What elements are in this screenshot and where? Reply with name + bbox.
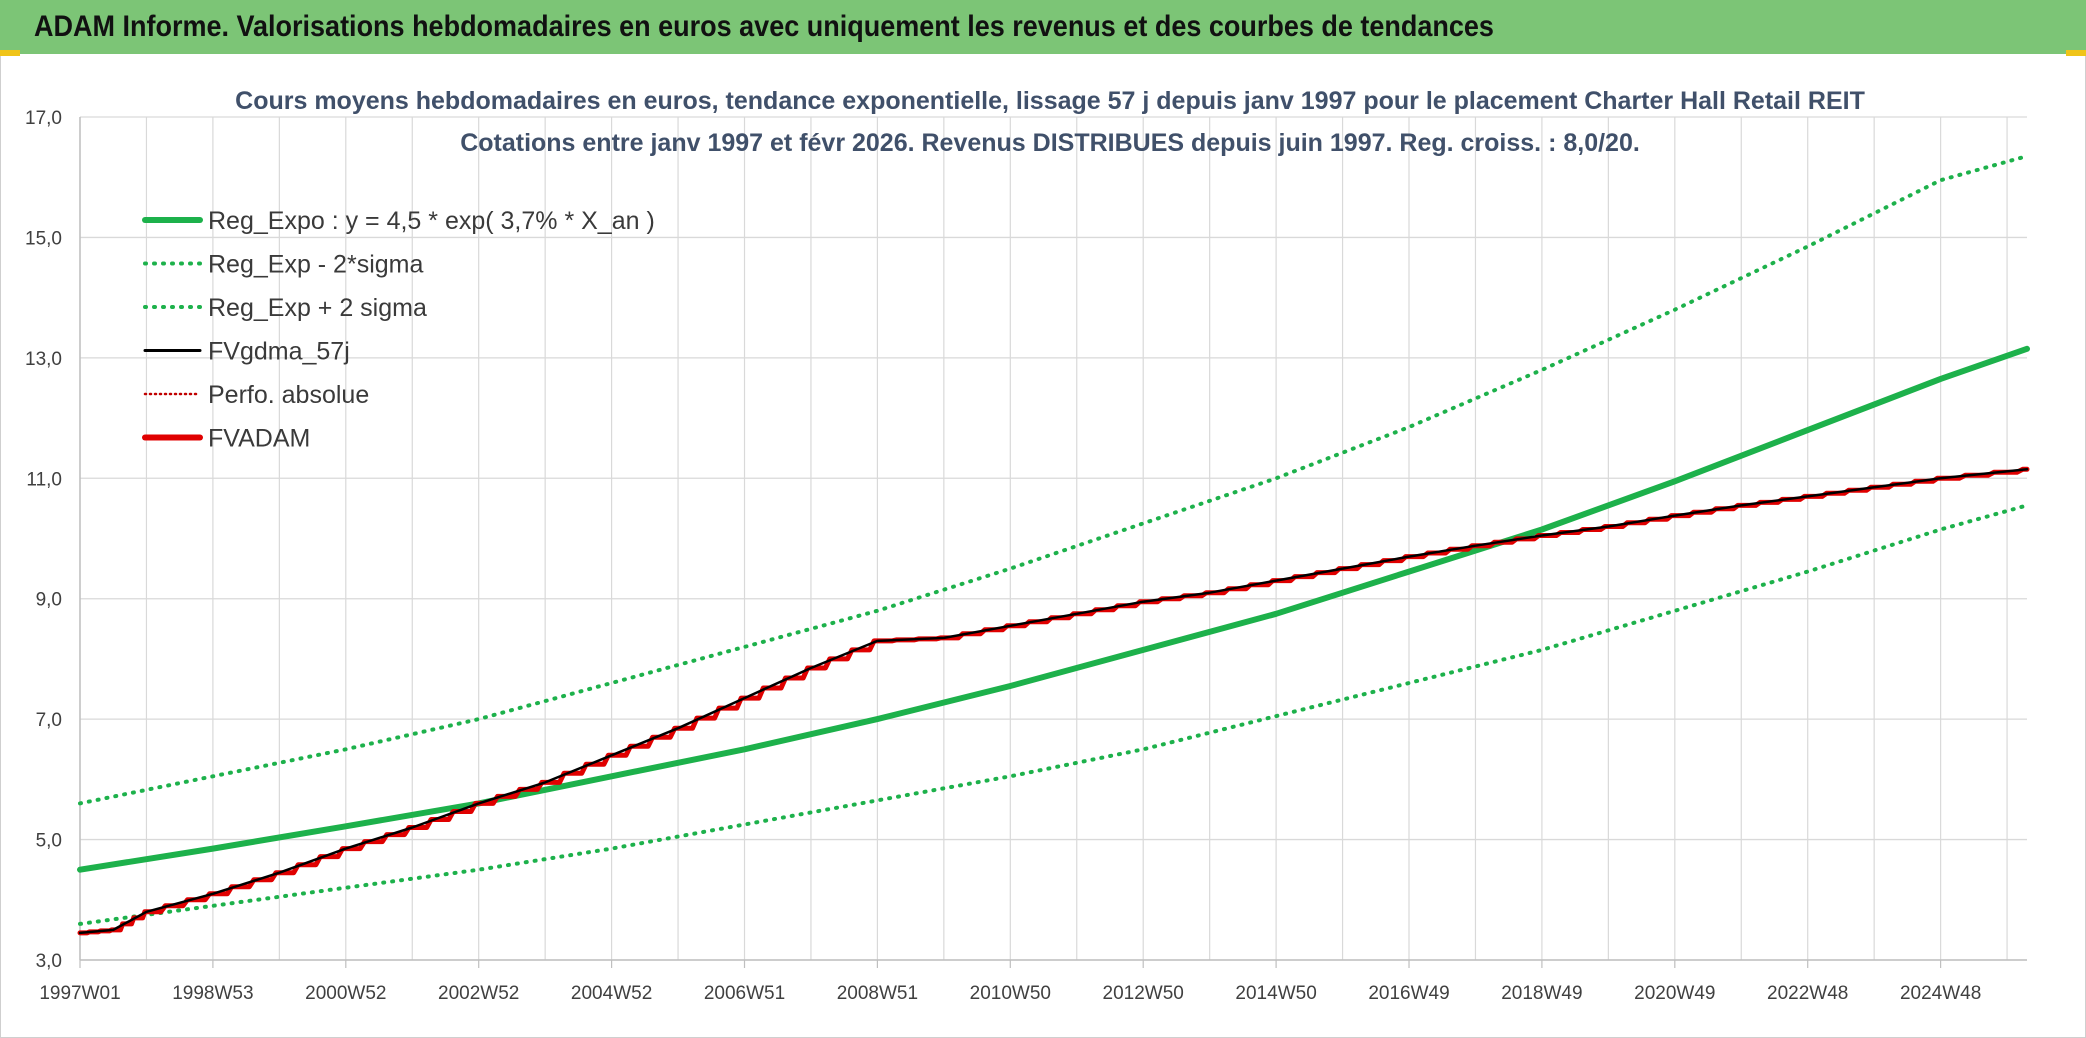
chart-subtitle: Cotations entre janv 1997 et févr 2026. … bbox=[460, 129, 1640, 157]
corner-accent-right bbox=[2066, 50, 2086, 56]
y-tick-label: 7,0 bbox=[36, 710, 62, 731]
x-tick-label: 2024W48 bbox=[1900, 983, 1981, 1004]
series-line-0 bbox=[77, 345, 2030, 873]
x-tick-label: 2008W51 bbox=[837, 983, 918, 1004]
corner-accent-left bbox=[0, 50, 20, 56]
x-tick-label: 2014W50 bbox=[1235, 983, 1316, 1004]
x-tick-label: 2010W50 bbox=[970, 983, 1051, 1004]
y-tick-label: 5,0 bbox=[36, 831, 62, 852]
x-tick-label: 2012W50 bbox=[1103, 983, 1184, 1004]
legend-label: Reg_Expo : y = 4,5 * exp( 3,7% * X_an ) bbox=[208, 207, 655, 235]
series-line-3 bbox=[78, 468, 2029, 935]
series-line-2 bbox=[78, 154, 2029, 806]
legend-label: FVgdma_57j bbox=[208, 338, 350, 366]
banner-title: ADAM Informe. Valorisations hebdomadaire… bbox=[34, 10, 1494, 43]
x-tick-label: 2016W49 bbox=[1368, 983, 1449, 1004]
series-line-1 bbox=[78, 503, 2029, 926]
chart-title-block: Cours moyens hebdomadaires en euros, ten… bbox=[235, 87, 1865, 157]
grid-lines bbox=[79, 116, 2027, 961]
y-tick-label: 11,0 bbox=[26, 469, 62, 490]
header-banner: ADAM Informe. Valorisations hebdomadaire… bbox=[0, 0, 2086, 56]
x-tick-label: 1998W53 bbox=[172, 983, 253, 1004]
series-line-5 bbox=[77, 466, 2030, 936]
x-tick-label: 2004W52 bbox=[571, 983, 652, 1004]
x-tick-label: 2006W51 bbox=[704, 983, 785, 1004]
x-tick-label: 2000W52 bbox=[305, 983, 386, 1004]
chart-title: Cours moyens hebdomadaires en euros, ten… bbox=[235, 87, 1865, 115]
legend: Reg_Expo : y = 4,5 * exp( 3,7% * X_an ) R… bbox=[142, 207, 655, 453]
y-tick-label: 3,0 bbox=[36, 951, 62, 972]
x-tick-label: 2020W49 bbox=[1634, 983, 1715, 1004]
x-tick-label: 1997W01 bbox=[39, 983, 120, 1004]
x-tick-label: 2022W48 bbox=[1767, 983, 1848, 1004]
x-tick-label: 2002W52 bbox=[438, 983, 519, 1004]
series-lines bbox=[77, 154, 2030, 936]
legend-label: Reg_Exp - 2*sigma bbox=[208, 251, 423, 279]
legend-label: FVADAM bbox=[208, 425, 310, 453]
y-tick-label: 13,0 bbox=[25, 349, 62, 370]
y-tick-label: 9,0 bbox=[36, 590, 62, 611]
y-tick-label: 15,0 bbox=[25, 228, 62, 249]
y-tick-label: 17,0 bbox=[25, 108, 62, 129]
x-tick-label: 2018W49 bbox=[1501, 983, 1582, 1004]
legend-label: Perfo. absolue bbox=[208, 381, 369, 409]
legend-label: Reg_Exp + 2 sigma bbox=[208, 294, 427, 322]
axes: 3,0 5,0 7,0 9,0 11,0 13,0 15,0 17,0 1997W01 1998W… bbox=[25, 108, 2027, 1004]
